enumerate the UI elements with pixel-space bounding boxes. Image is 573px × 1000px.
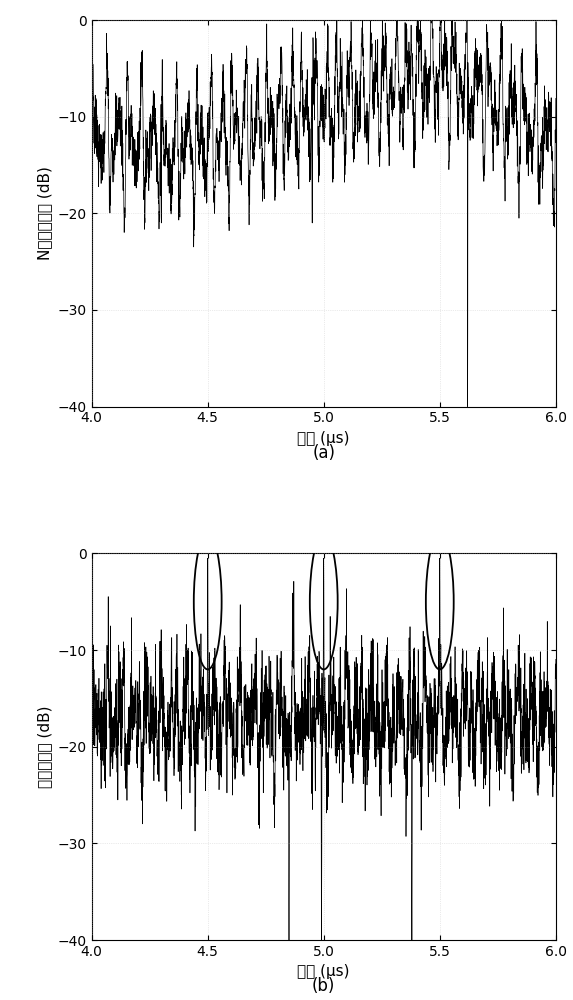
- X-axis label: 时间 (μs): 时间 (μs): [297, 431, 350, 446]
- Y-axis label: N归一化幅度 (dB): N归一化幅度 (dB): [37, 166, 52, 260]
- Y-axis label: 归一化幅度 (dB): 归一化幅度 (dB): [37, 705, 52, 788]
- X-axis label: 时间 (μs): 时间 (μs): [297, 964, 350, 979]
- Text: (b): (b): [312, 977, 335, 995]
- Text: (a): (a): [312, 444, 335, 462]
